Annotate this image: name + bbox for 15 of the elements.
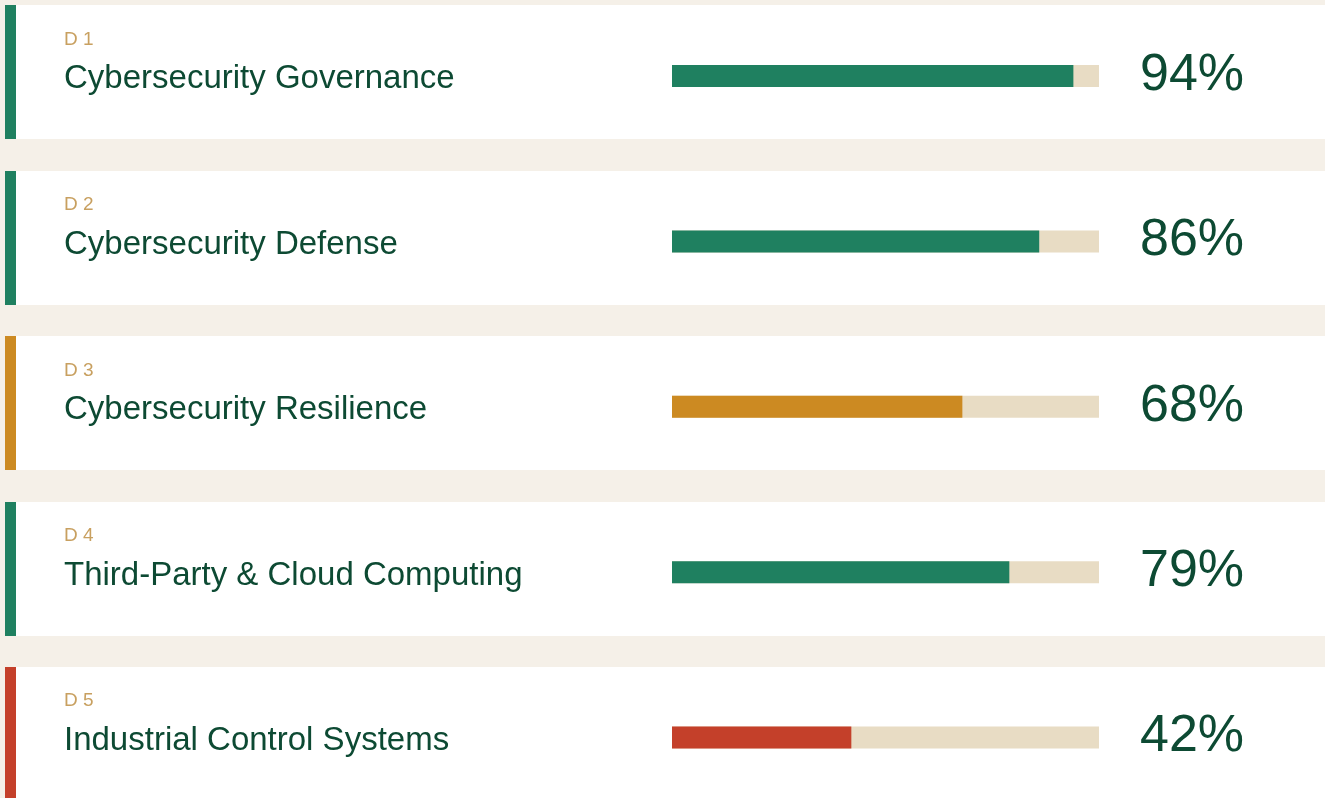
data-label: 86%: [1140, 208, 1245, 267]
y-tick-label: Cybersecurity Resilience: [64, 389, 428, 427]
y-tick-label: Third-Party & Cloud Computing: [64, 554, 523, 592]
data-label: 42%: [1140, 704, 1245, 763]
text: D 2: [64, 193, 94, 215]
text: D 1: [64, 27, 94, 49]
text: D 5: [64, 689, 94, 711]
data-label: 94%: [1140, 42, 1245, 101]
y-tick-label: Industrial Control Systems: [64, 720, 450, 758]
y-tick-label: Cybersecurity Governance: [64, 58, 455, 96]
data-label: 68%: [1140, 373, 1245, 432]
text: D 3: [64, 358, 94, 380]
data-label: 79%: [1140, 538, 1245, 597]
text: D 4: [64, 523, 94, 545]
y-tick-label: Cybersecurity Defense: [64, 223, 398, 261]
